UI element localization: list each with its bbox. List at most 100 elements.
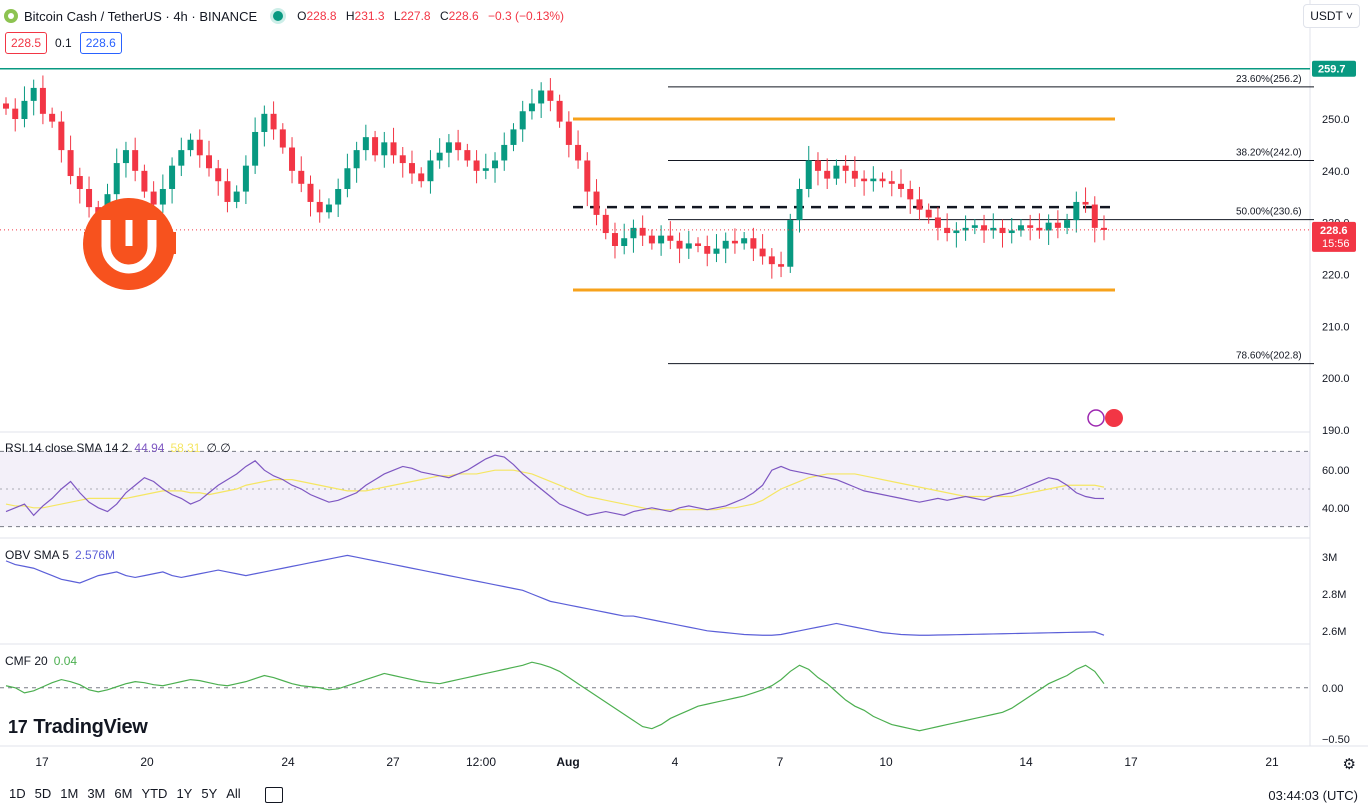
candle-body	[316, 201, 323, 213]
candle-body	[76, 176, 83, 189]
candle-body	[778, 264, 785, 267]
candle-body	[1091, 204, 1098, 228]
fib-label: 38.20%(242.0)	[1236, 147, 1302, 158]
candle-body	[934, 217, 941, 228]
candle-body	[584, 160, 591, 192]
tf-3m[interactable]: 3M	[87, 786, 106, 801]
currency-selector[interactable]: USDT ˅	[1303, 4, 1360, 28]
candle-body	[805, 160, 812, 189]
cmf-label: CMF 20	[5, 654, 48, 668]
candle-body	[999, 227, 1006, 234]
calendar-icon[interactable]	[264, 787, 283, 803]
candle-body	[565, 121, 572, 145]
candle-body	[279, 129, 286, 148]
candle-body	[695, 243, 702, 246]
candle-body	[252, 131, 259, 166]
tf-ytd[interactable]: YTD	[141, 786, 168, 801]
sell-price-button[interactable]: 228.5	[5, 32, 48, 54]
candle-body	[381, 142, 388, 156]
rsi-label: RSI 14 close SMA 14 2	[5, 441, 129, 455]
market-status-icon[interactable]	[273, 11, 284, 21]
obv-label: OBV SMA 5	[5, 548, 70, 562]
candle-body	[639, 227, 646, 236]
candle-body	[944, 227, 951, 234]
tf-1d[interactable]: 1D	[9, 786, 26, 801]
candle-body	[814, 160, 821, 171]
symbol-header: Bitcoin Cash / TetherUS · 4h · BINANCE O…	[4, 6, 564, 26]
candle-body	[113, 163, 120, 195]
candle-body	[187, 139, 194, 151]
candle-body	[611, 233, 618, 246]
x-tick-label: 10	[879, 755, 893, 769]
candle-body	[1101, 227, 1107, 230]
candle-body	[842, 165, 849, 171]
candle-body	[215, 168, 222, 182]
last-price-tag	[1312, 221, 1356, 252]
buy-price-button[interactable]: 228.6	[79, 32, 122, 54]
candle-body	[372, 137, 379, 156]
x-tick-label: 4	[672, 755, 679, 769]
candle-body	[418, 173, 425, 182]
tf-all[interactable]: All	[226, 786, 241, 801]
candle-body	[713, 248, 720, 254]
candle-body	[436, 152, 443, 161]
cmf-legend[interactable]: CMF 20 0.04	[5, 654, 77, 668]
tf-6m[interactable]: 6M	[114, 786, 133, 801]
candle-body	[1017, 225, 1024, 231]
open-value: 228.8	[306, 9, 337, 23]
y-tick-label: 190.0	[1322, 425, 1350, 437]
candle-body	[741, 238, 748, 244]
candle-body	[519, 111, 526, 130]
tf-5d[interactable]: 5D	[34, 786, 52, 801]
candle-body	[141, 170, 148, 192]
candle-body	[667, 235, 674, 241]
candle-body	[981, 225, 988, 231]
settings-gear-icon[interactable]: ⚙	[1342, 756, 1356, 773]
candle-body	[990, 227, 997, 231]
candle-body	[685, 243, 692, 249]
rsi-sma-line	[5, 469, 1105, 511]
tf-1m[interactable]: 1M	[60, 786, 79, 801]
candle-body	[21, 100, 28, 120]
timeframe-bar: 1D 5D 1M 3M 6M YTD 1Y 5Y All	[0, 786, 283, 803]
tf-1y[interactable]: 1Y	[176, 786, 193, 801]
candle-body	[593, 191, 600, 215]
candle-body	[556, 100, 563, 122]
candle-body	[132, 150, 139, 171]
candle-body	[335, 188, 342, 205]
utc-clock[interactable]: 03:44:03 (UTC)	[1268, 788, 1358, 803]
candle-body	[150, 191, 157, 205]
candle-body	[270, 113, 277, 130]
obv-tick-label: 2.6M	[1322, 626, 1346, 638]
symbol-title[interactable]: Bitcoin Cash / TetherUS · 4h · BINANCE	[24, 8, 258, 24]
candle-body	[1027, 225, 1034, 228]
y-tick-label: 240.0	[1322, 166, 1350, 178]
candle-body	[122, 150, 129, 164]
high-price-tag	[1312, 60, 1356, 77]
obv-legend[interactable]: OBV SMA 5 2.576M	[5, 548, 115, 562]
candle-body	[205, 155, 212, 169]
candle-body	[298, 170, 305, 184]
tf-5y[interactable]: 5Y	[201, 786, 218, 801]
x-tick-label: Aug	[556, 755, 579, 769]
candle-body	[169, 165, 176, 189]
candle-body	[851, 170, 858, 179]
candle-body	[1008, 230, 1015, 234]
candle-body	[1036, 227, 1043, 231]
candle-body	[233, 191, 240, 202]
candle-body	[12, 108, 19, 120]
candle-body	[242, 165, 249, 192]
x-tick-label: 21	[1265, 755, 1279, 769]
rsi-legend[interactable]: RSI 14 close SMA 14 2 44.94 58.31 ∅ ∅	[5, 441, 231, 455]
candle-body	[455, 142, 462, 151]
candle-body	[178, 150, 185, 166]
candle-body	[344, 168, 351, 189]
candle-body	[824, 170, 831, 179]
candle-body	[971, 225, 978, 228]
candle-body	[289, 147, 296, 171]
rsi-value: 44.94	[134, 441, 165, 455]
candle-body	[1073, 201, 1080, 221]
tradingview-logo[interactable]: 17 TradingView	[8, 716, 148, 739]
